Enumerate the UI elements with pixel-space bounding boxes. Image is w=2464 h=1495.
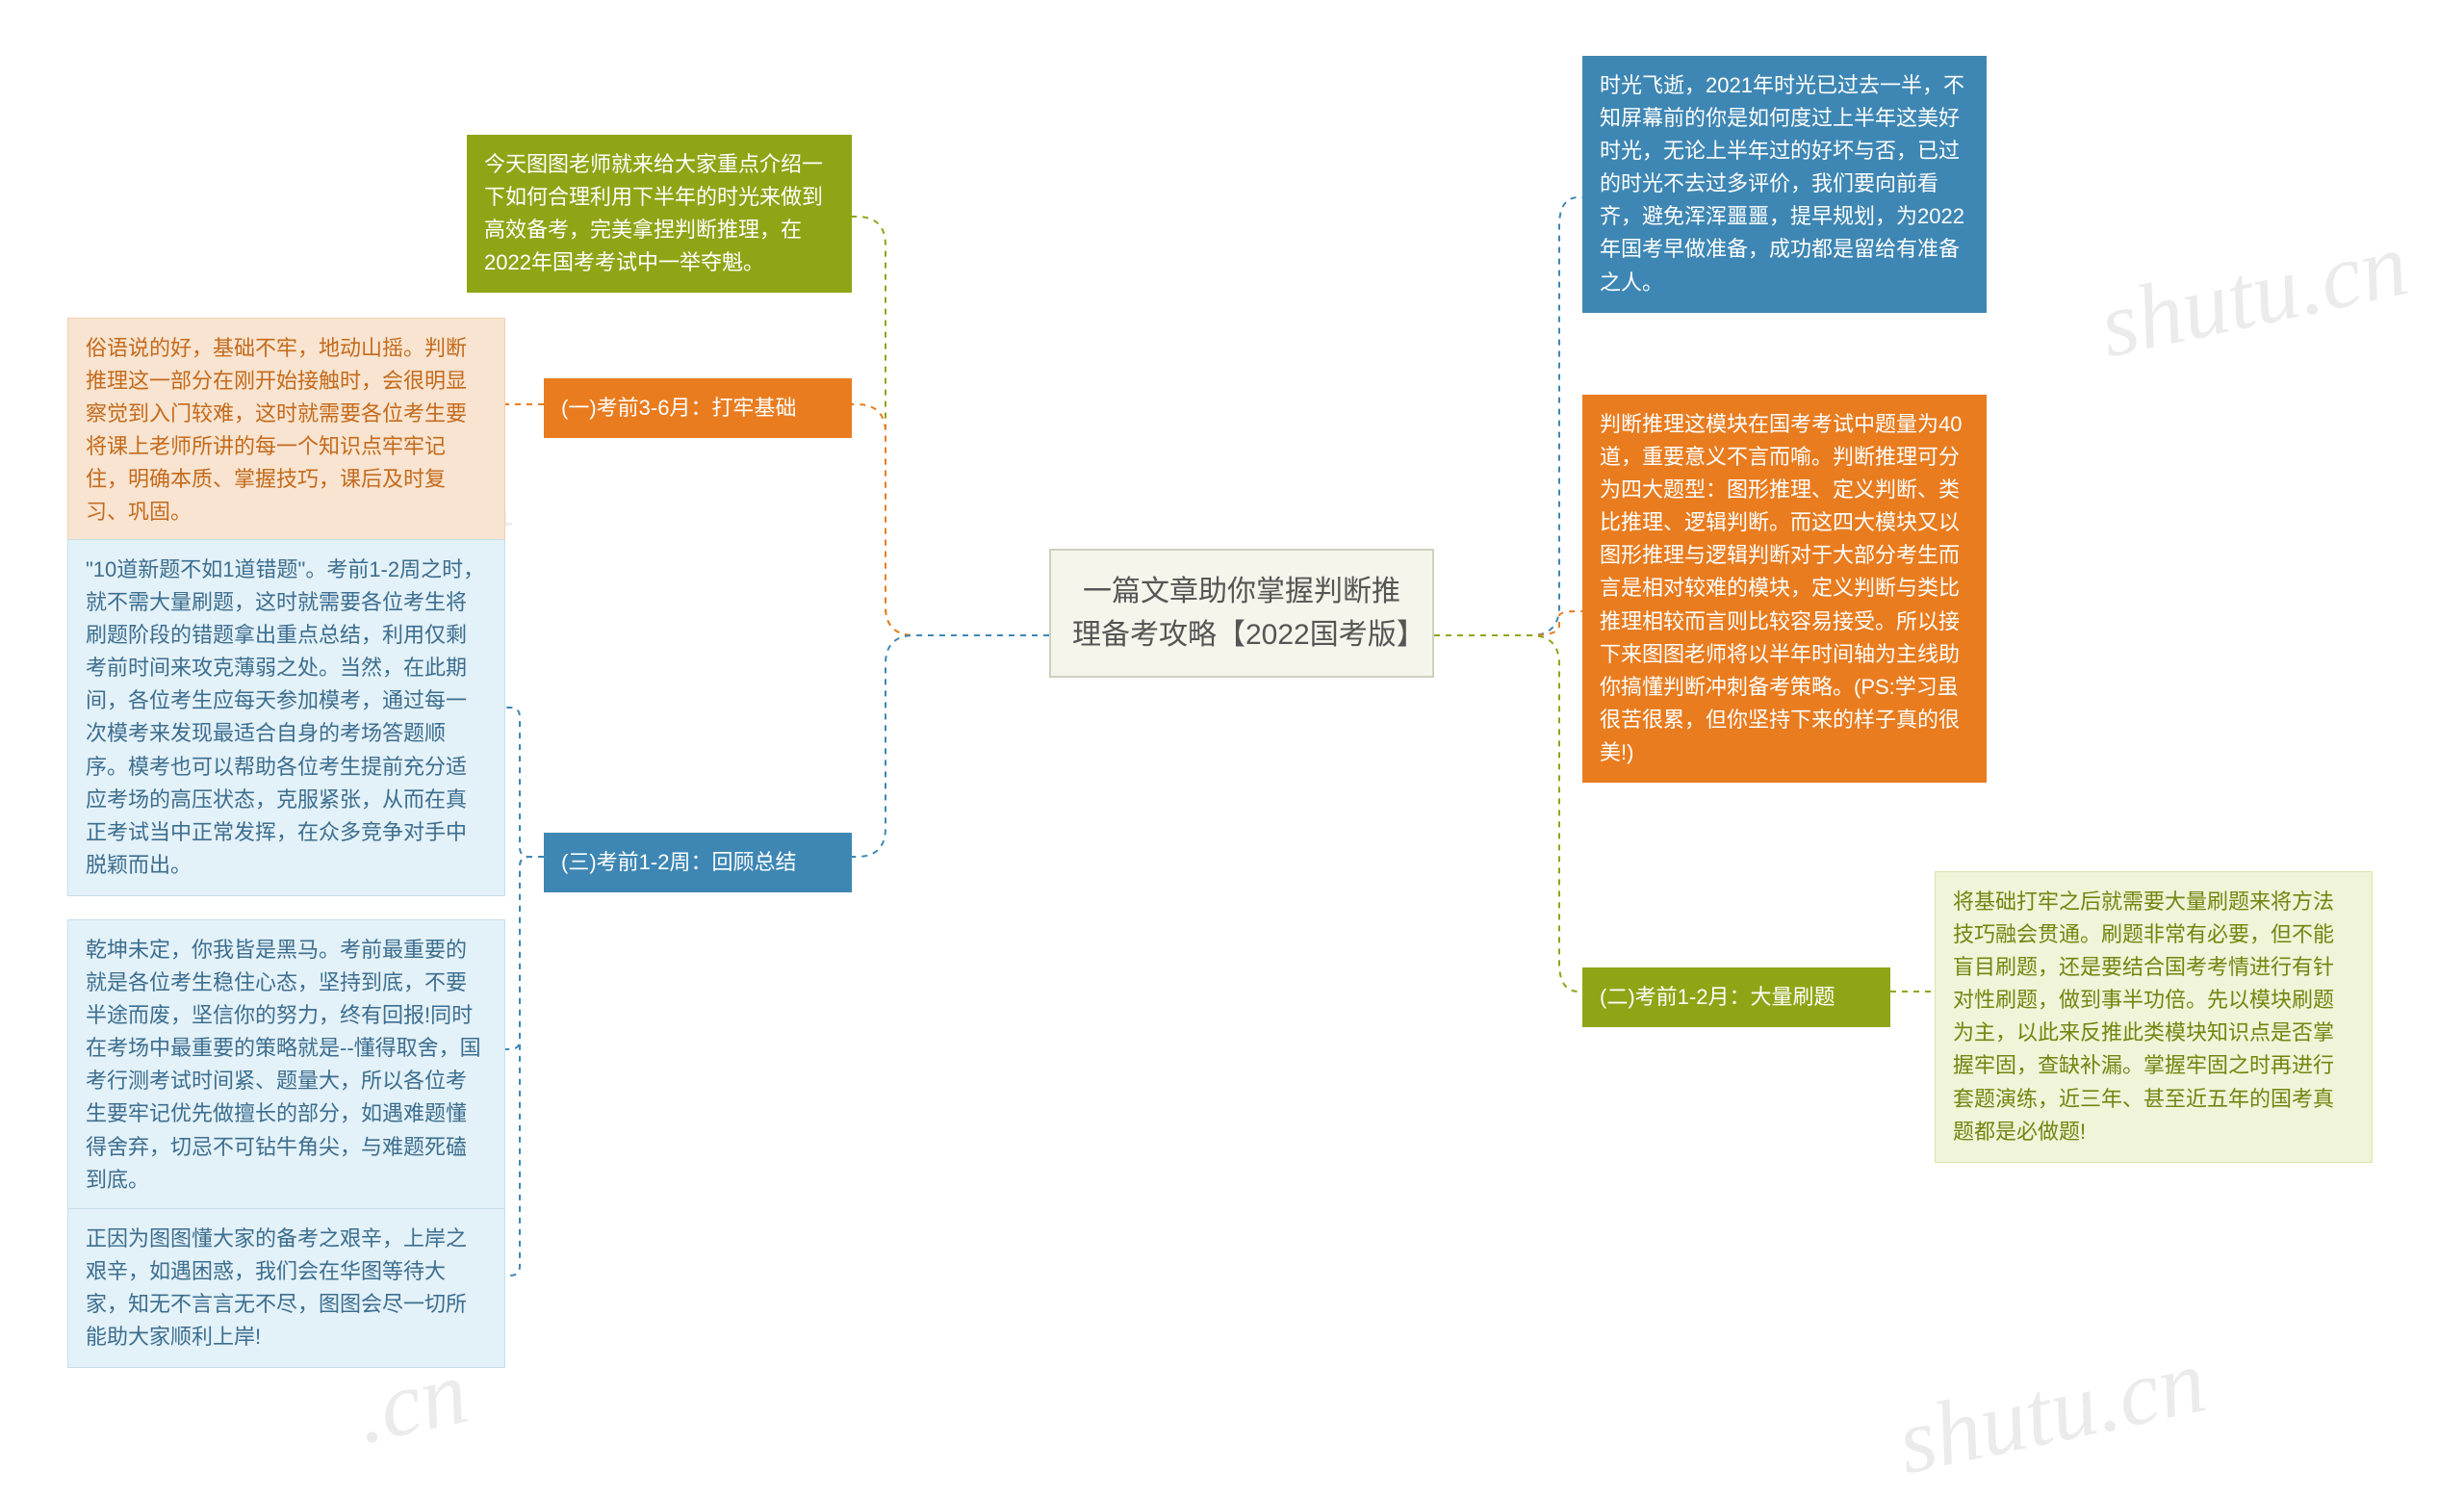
root-node: 一篇文章助你掌握判断推理备考攻略【2022国考版】 <box>1049 549 1434 678</box>
stage3-detail1-node: "10道新题不如1道错题"。考前1-2周之时，就不需大量刷题，这时就需要各位考生… <box>67 539 505 896</box>
intro-node: 今天图图老师就来给大家重点介绍一下如何合理利用下半年的时光来做到高效备考，完美拿… <box>467 135 852 293</box>
stage1-node: (一)考前3-6月：打牢基础 <box>544 378 852 438</box>
stage2-node: (二)考前1-2月：大量刷题 <box>1582 967 1890 1027</box>
stage3-detail2-node: 乾坤未定，你我皆是黑马。考前最重要的就是各位考生稳住心态，坚持到底，不要半途而废… <box>67 919 505 1211</box>
stage3-detail3-node: 正因为图图懂大家的备考之艰辛，上岸之艰辛，如遇困惑，我们会在华图等待大家，知无不… <box>67 1208 505 1368</box>
watermark-4: shutu.cn <box>1888 1327 2215 1495</box>
right1-node: 时光飞逝，2021年时光已过去一半，不知屏幕前的你是如何度过上半年这美好时光，无… <box>1582 56 1987 313</box>
right2-node: 判断推理这模块在国考考试中题量为40道，重要意义不言而喻。判断推理可分为四大题型… <box>1582 395 1987 783</box>
watermark-2: shutu.cn <box>2091 210 2417 379</box>
stage2-detail-node: 将基础打牢之后就需要大量刷题来将方法技巧融会贯通。刷题非常有必要，但不能盲目刷题… <box>1935 871 2373 1163</box>
stage1-detail-node: 俗语说的好，基础不牢，地动山摇。判断推理这一部分在刚开始接触时，会很明显察觉到入… <box>67 318 505 544</box>
stage3-node: (三)考前1-2周：回顾总结 <box>544 833 852 892</box>
